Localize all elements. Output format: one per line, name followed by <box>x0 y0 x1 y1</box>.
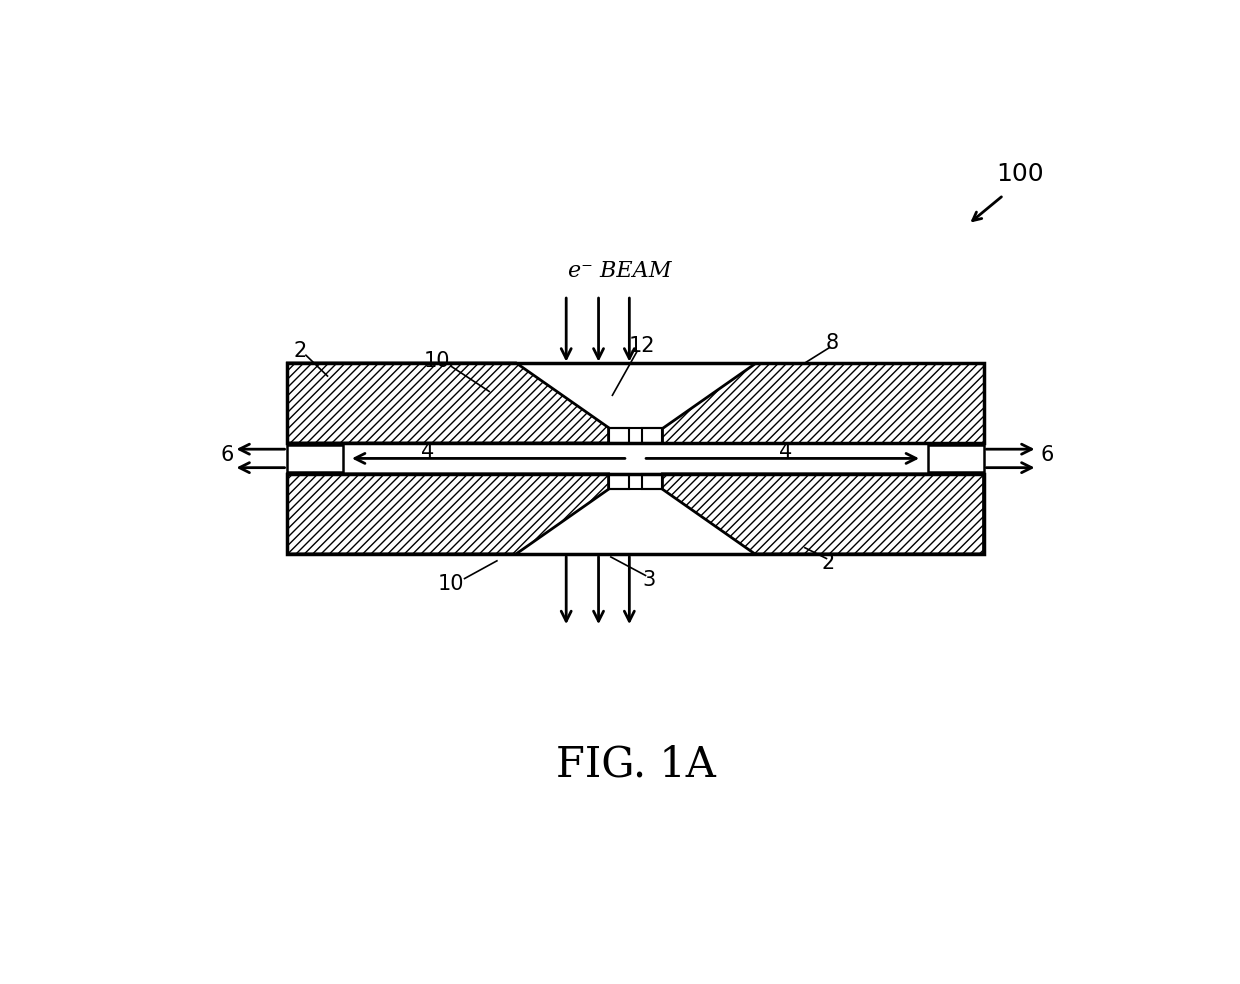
Text: 3: 3 <box>642 570 656 590</box>
Bar <box>641 428 662 443</box>
Text: 4: 4 <box>779 442 792 462</box>
Text: FIG. 1A: FIG. 1A <box>556 744 715 786</box>
Bar <box>609 428 630 443</box>
Text: e⁻ BEAM: e⁻ BEAM <box>568 260 672 281</box>
Text: 4: 4 <box>420 442 434 462</box>
Bar <box>288 363 983 443</box>
Polygon shape <box>288 363 609 443</box>
Bar <box>928 445 983 472</box>
Text: 12: 12 <box>629 336 655 356</box>
Bar <box>641 474 662 489</box>
Text: 10: 10 <box>424 351 450 371</box>
Polygon shape <box>288 474 609 554</box>
Bar <box>288 474 983 554</box>
Text: 8: 8 <box>826 333 838 353</box>
Polygon shape <box>662 474 983 554</box>
Text: 2: 2 <box>821 553 835 573</box>
Polygon shape <box>662 363 983 443</box>
Bar <box>288 445 343 472</box>
Text: 10: 10 <box>438 574 464 594</box>
Text: 6: 6 <box>221 446 234 465</box>
Bar <box>288 443 983 474</box>
Text: 100: 100 <box>997 161 1044 186</box>
Text: 6: 6 <box>1040 446 1054 465</box>
Bar <box>609 474 630 489</box>
Text: 2: 2 <box>294 340 308 360</box>
